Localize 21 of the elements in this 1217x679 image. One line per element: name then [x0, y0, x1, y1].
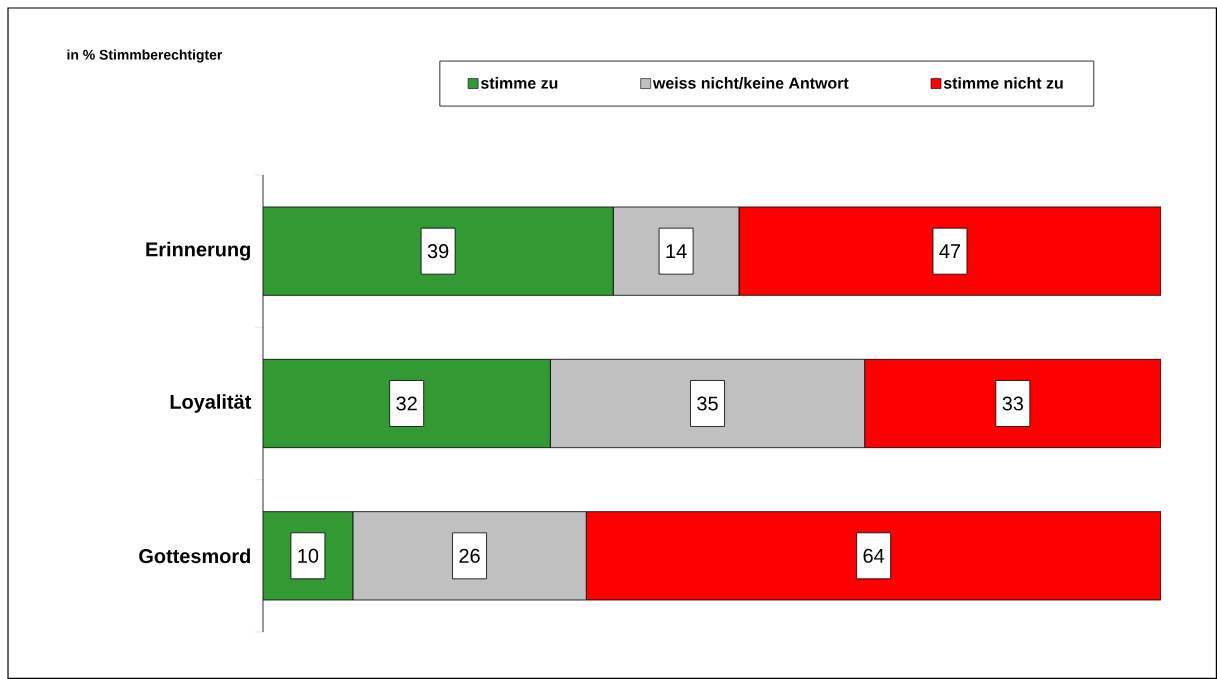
y-tick-label: Loyalität: [170, 394, 252, 413]
bar: [585, 511, 1162, 601]
legend-label: stimme nicht zu: [943, 77, 1063, 89]
y-tick-label: Gottesmord: [139, 548, 250, 564]
bar: [263, 358, 551, 449]
text: in % Stimmberechtigter: [67, 49, 223, 63]
bar: [263, 206, 614, 296]
data-label: 47: [939, 244, 961, 259]
bar: [738, 206, 1162, 296]
data-label: 64: [863, 548, 885, 563]
legend-label: weiss nicht/keine Antwort: [652, 77, 849, 89]
data-label: 33: [1002, 396, 1024, 411]
data-label: 32: [396, 396, 417, 411]
data-label: 10: [298, 548, 319, 563]
legend-label: stimme zu: [480, 77, 558, 89]
y-tick-label: Erinnerung: [146, 241, 250, 261]
data-label: 35: [697, 396, 718, 411]
data-label: 14: [666, 244, 687, 259]
data-label: 39: [427, 244, 449, 259]
data-label: 26: [459, 548, 480, 563]
bar: [864, 358, 1162, 449]
